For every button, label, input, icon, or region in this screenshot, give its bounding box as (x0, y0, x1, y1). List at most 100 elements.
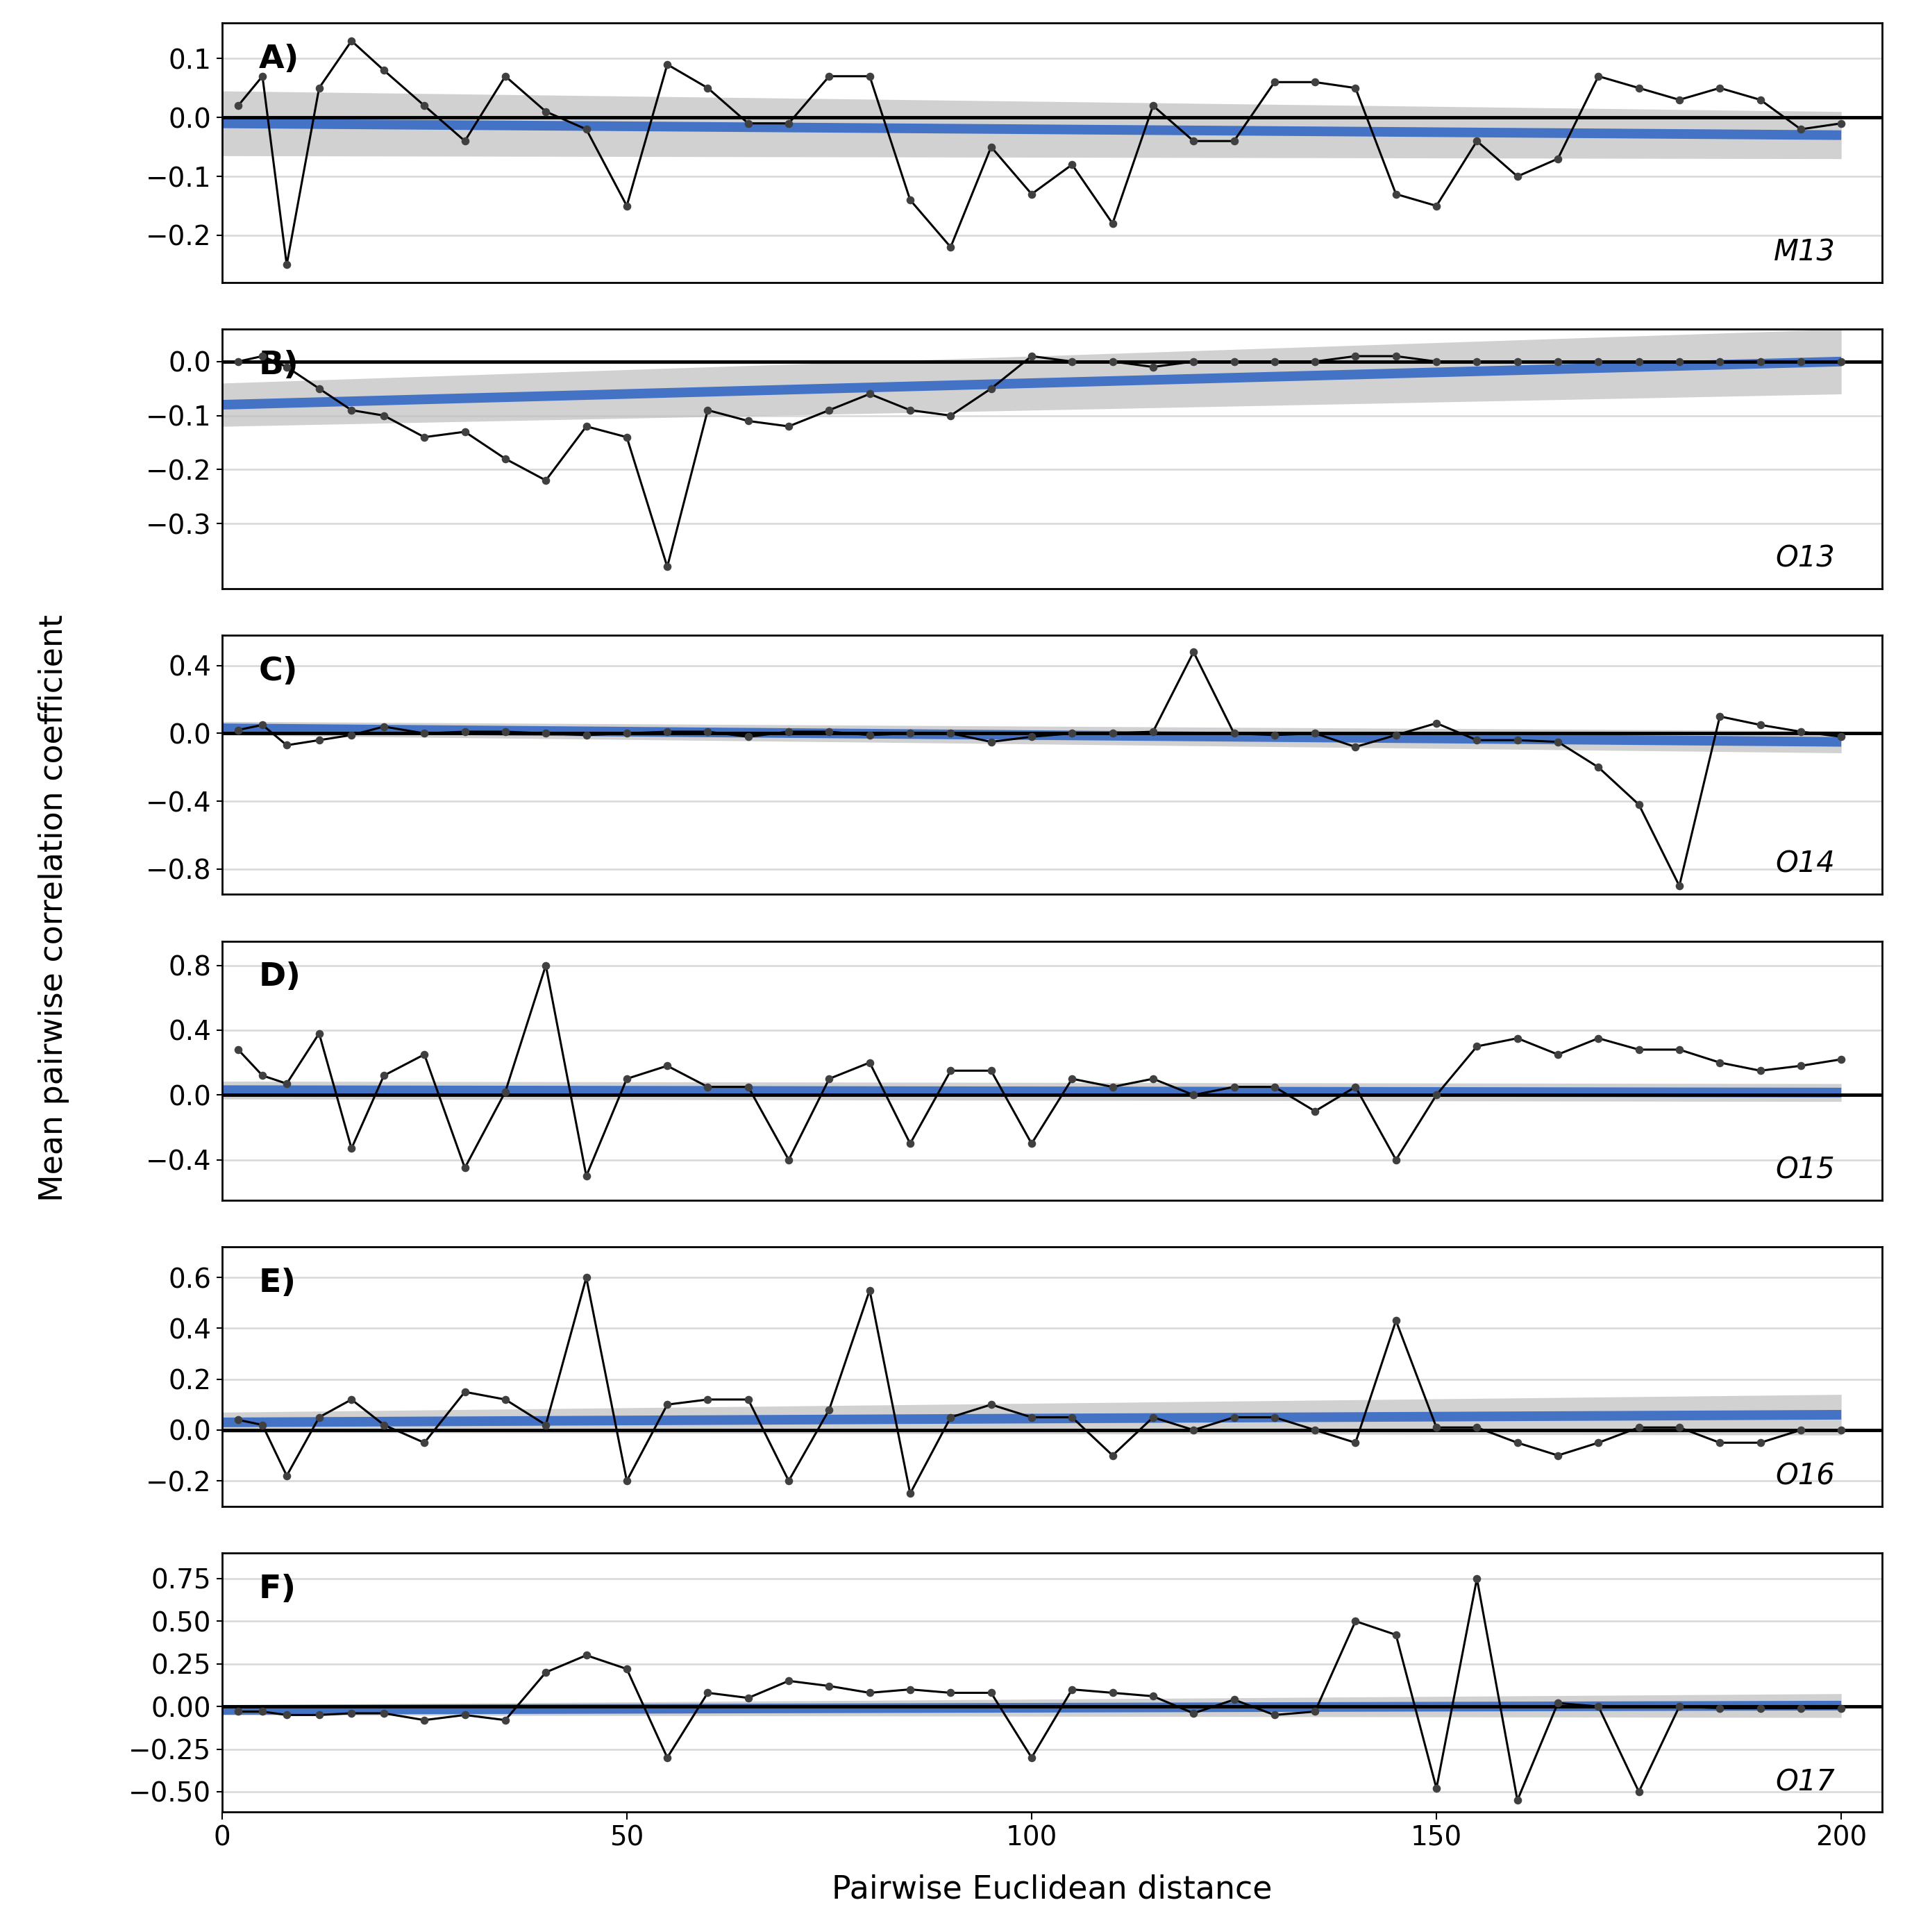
Point (1177, 1414, 1208, 1445)
Point (1299, 1095, 1330, 1126)
Point (977, 1389, 1007, 1420)
Point (1137, 717, 1168, 748)
Point (855, 1275, 886, 1306)
Point (612, 719, 643, 750)
Point (733, 1683, 764, 1714)
Point (693, 1383, 724, 1414)
Point (247, 1410, 278, 1441)
Point (1137, 1063, 1168, 1094)
Point (896, 1128, 926, 1159)
Point (1258, 1072, 1289, 1103)
Point (652, 1389, 683, 1420)
Point (1056, 1063, 1087, 1094)
Point (1056, 1403, 1087, 1434)
Point (303, 373, 334, 404)
Point (1096, 1439, 1127, 1470)
Point (1461, 1412, 1492, 1443)
Point (490, 1383, 521, 1414)
Point (855, 719, 886, 750)
Point (571, 1640, 602, 1671)
Point (571, 412, 602, 442)
Point (1785, 114, 1816, 145)
Point (652, 1743, 683, 1774)
Point (336, 1698, 367, 1729)
Point (1299, 1414, 1330, 1445)
Point (1056, 719, 1087, 750)
Point (1420, 346, 1451, 377)
Point (490, 1704, 521, 1735)
Point (303, 724, 334, 755)
Text: O14: O14 (1776, 850, 1835, 879)
Point (936, 400, 967, 431)
Point (1664, 871, 1695, 902)
Point (896, 1673, 926, 1704)
Point (272, 1700, 303, 1731)
Point (1096, 346, 1127, 377)
Point (531, 1658, 562, 1689)
Point (1826, 1043, 1857, 1074)
Point (571, 1161, 602, 1192)
Point (896, 394, 926, 425)
Text: Mean pairwise correlation coefficient: Mean pairwise correlation coefficient (39, 614, 69, 1202)
Point (1299, 719, 1330, 750)
Point (247, 1696, 278, 1727)
Point (409, 421, 440, 452)
Point (1704, 73, 1735, 104)
Point (450, 415, 481, 446)
Point (1380, 340, 1411, 371)
Point (1542, 346, 1573, 377)
Point (896, 1478, 926, 1509)
Point (531, 97, 562, 128)
Point (1218, 1403, 1249, 1434)
Point (450, 126, 481, 156)
Point (1177, 346, 1208, 377)
Point (303, 1700, 334, 1731)
Point (774, 1665, 805, 1696)
Point (1785, 717, 1816, 748)
Point (1583, 752, 1613, 782)
Point (303, 1018, 334, 1049)
Point (531, 951, 562, 981)
Point (490, 717, 521, 748)
Point (272, 730, 303, 761)
Point (936, 1403, 967, 1434)
Point (1218, 346, 1249, 377)
Point (247, 340, 278, 371)
Point (936, 719, 967, 750)
Point (1056, 149, 1087, 180)
Point (1339, 340, 1370, 371)
Point (1258, 346, 1289, 377)
Point (1218, 1072, 1249, 1103)
Point (936, 232, 967, 263)
Point (1785, 346, 1816, 377)
Point (774, 108, 805, 139)
Point (336, 25, 367, 56)
Point (1623, 1776, 1654, 1806)
Point (1664, 1034, 1695, 1065)
Point (1258, 1403, 1289, 1434)
Point (1826, 108, 1857, 139)
Point (814, 717, 845, 748)
Point (1461, 346, 1492, 377)
Point (1218, 719, 1249, 750)
Point (1623, 73, 1654, 104)
Point (1704, 346, 1735, 377)
Point (1177, 126, 1208, 156)
Point (1826, 1692, 1857, 1723)
Point (1502, 346, 1532, 377)
Point (1299, 346, 1330, 377)
Text: A): A) (259, 44, 299, 75)
Point (222, 91, 253, 122)
Point (1461, 1563, 1492, 1594)
Point (336, 1132, 367, 1163)
Point (1785, 1692, 1816, 1723)
Point (336, 394, 367, 425)
Point (1542, 1039, 1573, 1070)
Point (1826, 1414, 1857, 1445)
Point (1339, 1072, 1370, 1103)
Point (936, 1677, 967, 1708)
Point (855, 1677, 886, 1708)
Point (1380, 1619, 1411, 1650)
Point (450, 1153, 481, 1184)
Point (1017, 340, 1048, 371)
